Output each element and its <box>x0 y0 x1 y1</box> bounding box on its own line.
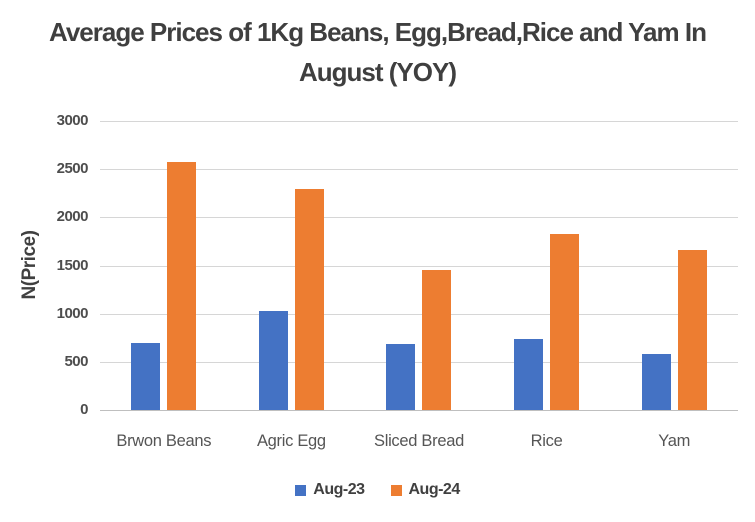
legend-swatch-icon <box>390 484 402 496</box>
y-tick-label: 1000 <box>56 304 89 322</box>
x-axis-label-yam: Yam <box>658 432 691 450</box>
legend-item-aug-23: Aug-23 <box>295 481 365 499</box>
bar-aug-23-brwon-beans <box>131 342 161 410</box>
y-tick-label: 2500 <box>56 160 89 178</box>
legend-label: Aug-24 <box>408 481 461 498</box>
bar-group-agric-egg <box>258 121 324 410</box>
legend-item-aug-24: Aug-24 <box>390 481 461 499</box>
bar-aug-24-rice <box>550 233 580 410</box>
gridline <box>100 313 738 315</box>
legend: Aug-23 Aug-24 <box>0 481 755 499</box>
bar-aug-23-rice <box>514 338 544 410</box>
bar-aug-23-yam <box>641 354 671 410</box>
y-tick-label: 500 <box>64 352 88 370</box>
gridline <box>100 169 738 171</box>
bar-group-yam <box>641 121 707 410</box>
y-tick-label: 3000 <box>56 112 89 129</box>
gridline <box>100 265 738 267</box>
y-tick-label: 0 <box>80 401 88 418</box>
bar-aug-23-agric-egg <box>258 310 288 410</box>
x-axis-label-agric-egg: Agric Egg <box>256 432 326 450</box>
bar-group-sliced-bread <box>386 121 452 410</box>
x-axis-labels: Brwon Beans Agric Egg Sliced Bread Rice Yam <box>100 432 738 451</box>
gridline <box>100 121 738 122</box>
gridline <box>100 361 738 363</box>
x-axis-label-brwon-beans: Brwon Beans <box>116 432 212 450</box>
bar-aug-24-sliced-bread <box>422 270 452 410</box>
legend-label: Aug-23 <box>313 481 365 498</box>
y-tick-label: 1500 <box>56 256 89 274</box>
gridline <box>100 217 738 219</box>
bar-group-rice <box>514 121 580 410</box>
plot-area <box>100 121 738 411</box>
bar-aug-24-agric-egg <box>294 189 324 410</box>
legend-swatch-icon <box>295 484 307 496</box>
x-axis-label-rice: Rice <box>530 432 563 450</box>
chart-title: Average Prices of 1Kg Beans, Egg,Bread,R… <box>49 17 707 87</box>
y-tick-label: 2000 <box>56 208 89 226</box>
bar-aug-24-yam <box>677 250 707 410</box>
bar-aug-24-brwon-beans <box>167 162 197 410</box>
x-axis-label-sliced-bread: Sliced Bread <box>374 432 464 450</box>
bar-aug-23-sliced-bread <box>386 343 416 410</box>
bar-group-brwon-beans <box>131 121 197 410</box>
